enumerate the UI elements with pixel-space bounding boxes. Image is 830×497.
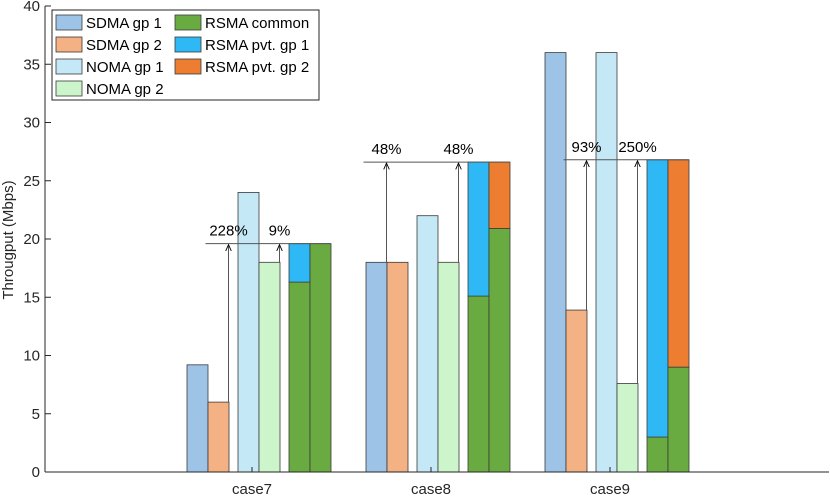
legend-label-rsma_pvt1: RSMA pvt. gp 1 xyxy=(205,37,309,54)
bar-case8-sdma-gp-2-sdma2 xyxy=(386,261,409,473)
legend-swatch-rsma_pvt1 xyxy=(174,36,202,53)
bar-case9-rsma-gp-1-rsma_pvt1 xyxy=(646,159,669,438)
y-tick-label-25: 25 xyxy=(23,173,40,190)
gain-label-case9-1: 250% xyxy=(618,139,656,156)
annotations-layer: 228% 9% 48% 48% 93% 250% xyxy=(205,139,689,403)
gain-label-case8-1: 48% xyxy=(443,141,473,158)
gain-label-case8-0: 48% xyxy=(371,141,401,158)
legend-swatch-sdma2 xyxy=(55,36,83,53)
bar-case8-rsma-gp-2-rsma_pvt2 xyxy=(488,161,511,229)
y-tick-label-15: 15 xyxy=(23,289,40,306)
legend-swatch-sdma1 xyxy=(55,14,83,31)
bar-case8-noma-gp-2-noma2 xyxy=(437,261,460,473)
bar-case9-noma-gp-1-noma1 xyxy=(595,52,618,473)
legend-label-rsma_pvt2: RSMA pvt. gp 2 xyxy=(205,59,309,76)
y-tick-label-10: 10 xyxy=(23,348,40,365)
bars-layer xyxy=(186,52,690,473)
bar-case8-sdma-gp-1-sdma1 xyxy=(365,261,388,473)
bar-case9-noma-gp-2-noma2 xyxy=(616,383,639,473)
x-tick-label-case8: case8 xyxy=(411,481,451,497)
bar-case9-rsma-gp-2-rsma_pvt2 xyxy=(667,159,690,368)
y-tick-label-20: 20 xyxy=(23,231,40,248)
gain-label-case7-0: 228% xyxy=(209,223,247,240)
bar-case9-sdma-gp-2-sdma2 xyxy=(565,309,588,473)
gain-label-case9-0: 93% xyxy=(571,139,601,156)
bar-case7-sdma-gp-2-sdma2 xyxy=(207,401,230,473)
bar-case8-rsma-gp-1-rsma_pvt1 xyxy=(467,161,490,297)
y-tick-label-5: 5 xyxy=(32,406,40,423)
y-tick-label-0: 0 xyxy=(32,464,40,481)
x-tick-label-case7: case7 xyxy=(232,481,272,497)
legend-label-sdma2: SDMA gp 2 xyxy=(86,37,162,54)
legend-swatch-rsma_common xyxy=(174,14,202,31)
axes-layer: case7 case8 case9 0 5 10 15 20 25 30 35 40 xyxy=(23,0,829,497)
legend-label-noma2: NOMA gp 2 xyxy=(86,81,164,98)
bar-case9-rsma-gp-1-rsma_common xyxy=(646,436,669,473)
legend-label-noma1: NOMA gp 1 xyxy=(86,59,164,76)
legend-swatch-rsma_pvt2 xyxy=(174,58,202,75)
bar-case7-sdma-gp-1-sdma1 xyxy=(186,364,209,473)
legend-swatch-noma2 xyxy=(55,80,83,97)
bar-case7-rsma-gp-2-rsma_common xyxy=(309,243,332,473)
bar-case9-rsma-gp-2-rsma_common xyxy=(667,366,690,473)
bar-case8-noma-gp-1-noma1 xyxy=(416,215,439,473)
legend-label-rsma_common: RSMA common xyxy=(205,15,309,32)
y-tick-label-30: 30 xyxy=(23,115,40,132)
x-tick-label-case9: case9 xyxy=(590,481,630,497)
y-tick-label-35: 35 xyxy=(23,56,40,73)
bar-case8-rsma-gp-1-rsma_common xyxy=(467,295,490,473)
legend-swatch-noma1 xyxy=(55,58,83,75)
gain-label-case7-1: 9% xyxy=(269,223,291,240)
bar-case8-rsma-gp-2-rsma_common xyxy=(488,228,511,473)
y-axis-label: Througput (Mbps) xyxy=(0,180,17,299)
y-tick-label-40: 40 xyxy=(23,0,40,15)
bar-case9-sdma-gp-1-sdma1 xyxy=(544,52,567,473)
bar-case7-rsma-gp-1-rsma_common xyxy=(288,281,311,473)
legend-label-sdma1: SDMA gp 1 xyxy=(86,15,162,32)
legend: SDMA gp 1 SDMA gp 2 NOMA gp 1 NOMA gp 2 RSMA… xyxy=(51,9,320,101)
bar-case7-noma-gp-2-noma2 xyxy=(258,261,281,473)
bar-case7-rsma-gp-1-rsma_pvt1 xyxy=(288,243,311,283)
